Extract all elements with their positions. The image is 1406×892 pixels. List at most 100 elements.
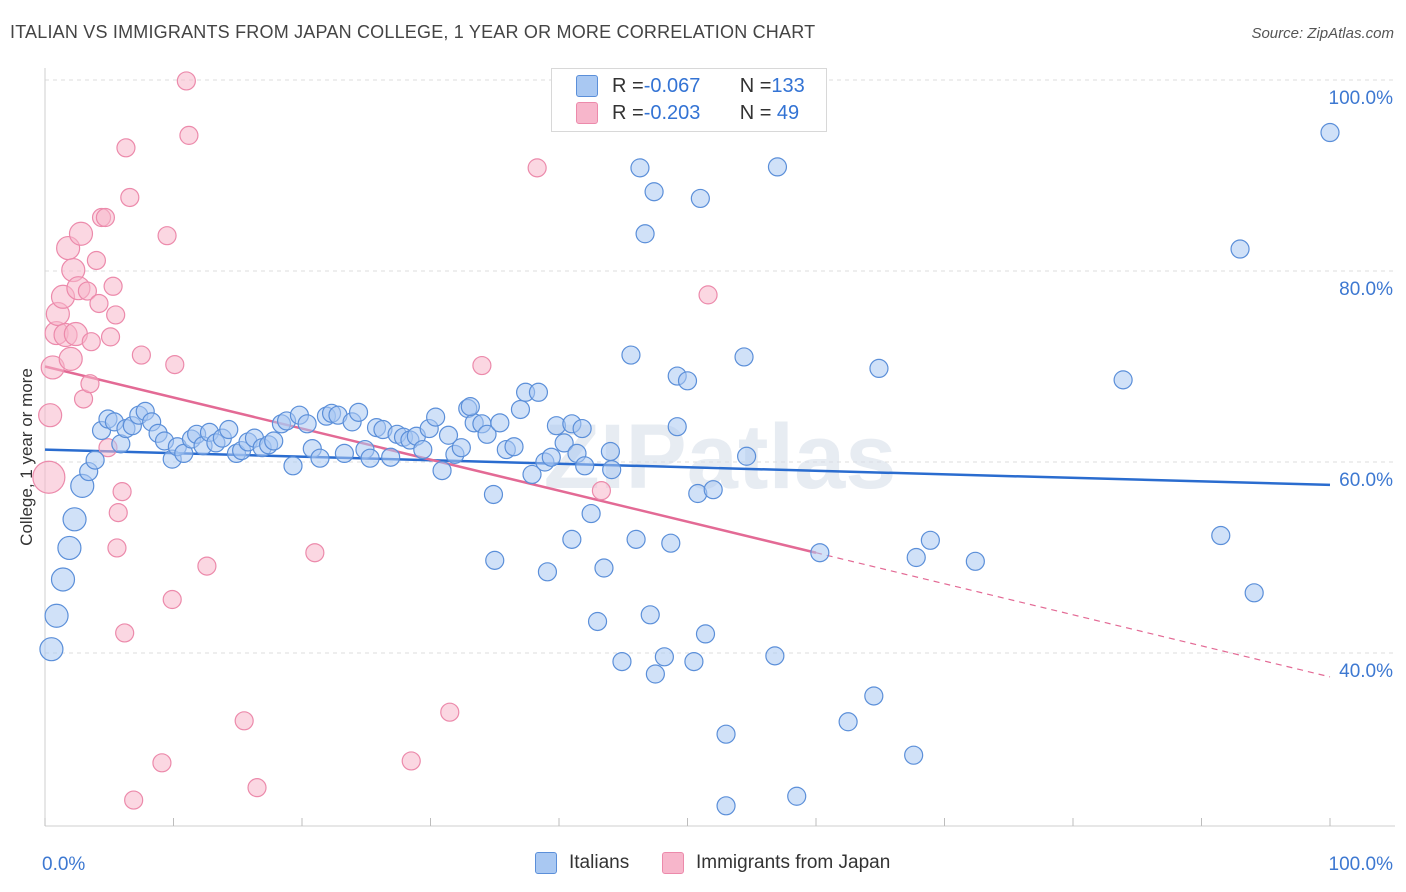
- chart-title: ITALIAN VS IMMIGRANTS FROM JAPAN COLLEGE…: [10, 22, 816, 42]
- point-italians: [787, 786, 807, 806]
- point-italians: [1230, 239, 1250, 259]
- point-italians: [334, 443, 355, 464]
- point-italians: [869, 358, 889, 379]
- source-label: Source: ZipAtlas.com: [1251, 25, 1394, 42]
- y-tick-label: 40.0%: [1339, 661, 1393, 682]
- point-italians: [297, 414, 317, 434]
- point-japan: [116, 138, 136, 158]
- legend-item-italians[interactable]: Italians: [535, 852, 629, 874]
- y-tick-label: 80.0%: [1339, 279, 1393, 300]
- point-japan: [77, 281, 98, 301]
- point-italians: [50, 567, 76, 592]
- x-tick-label: 100.0%: [1329, 854, 1394, 875]
- point-italians: [510, 399, 531, 420]
- point-japan: [234, 711, 254, 731]
- point-italians: [504, 437, 524, 457]
- point-japan: [440, 702, 460, 722]
- legend-swatch-italians: [576, 75, 598, 97]
- point-japan: [157, 226, 177, 246]
- point-japan: [152, 753, 172, 773]
- legend-label-italians: Italians: [569, 852, 630, 873]
- point-italians: [360, 448, 380, 468]
- point-italians: [667, 417, 687, 437]
- r-value: -0.067: [643, 74, 701, 97]
- point-italians: [635, 224, 655, 244]
- point-italians: [695, 624, 716, 644]
- point-italians: [537, 562, 558, 582]
- point-italians: [438, 425, 459, 445]
- point-italians: [85, 450, 105, 470]
- point-italians: [661, 533, 681, 553]
- point-japan: [120, 187, 140, 208]
- point-italians: [477, 424, 497, 444]
- point-japan: [591, 481, 612, 501]
- point-italians: [348, 402, 369, 422]
- n-value: 133: [771, 74, 805, 97]
- r-label: R =: [612, 74, 644, 97]
- point-japan: [80, 374, 100, 394]
- point-italians: [283, 456, 303, 476]
- point-italians: [965, 551, 985, 571]
- point-japan: [81, 332, 101, 352]
- point-italians: [1244, 583, 1264, 603]
- point-japan: [162, 589, 182, 610]
- legend-label-japan: Immigrants from Japan: [696, 852, 891, 873]
- point-japan: [112, 482, 132, 502]
- point-italians: [838, 712, 858, 732]
- point-japan: [472, 355, 492, 376]
- point-italians: [734, 347, 754, 367]
- point-japan: [107, 538, 127, 558]
- point-japan: [86, 250, 107, 271]
- trend-line-japan-extension: [815, 552, 1331, 678]
- point-italians: [62, 507, 87, 532]
- point-italians: [920, 530, 940, 550]
- point-italians: [426, 407, 446, 427]
- point-italians: [630, 158, 650, 178]
- point-japan: [165, 354, 185, 375]
- point-italians: [906, 547, 926, 568]
- point-italians: [765, 646, 785, 666]
- point-japan: [179, 125, 199, 145]
- point-italians: [490, 413, 510, 433]
- point-japan: [106, 305, 126, 325]
- point-italians: [432, 460, 452, 481]
- point-italians: [581, 503, 601, 524]
- point-italians: [767, 157, 788, 177]
- point-japan: [401, 751, 421, 771]
- point-italians: [654, 647, 674, 667]
- point-italians: [640, 605, 660, 625]
- r-label: R =: [612, 101, 644, 124]
- correlation-legend: R = -0.067 N = 133 R = -0.203 N = 49: [551, 68, 827, 132]
- point-italians: [264, 431, 284, 451]
- legend-row-italians: R = -0.067 N = 133: [576, 73, 805, 99]
- point-japan: [95, 207, 115, 228]
- legend-swatch-japan: [662, 852, 684, 874]
- point-italians: [485, 550, 505, 570]
- series-japan-points: [32, 71, 718, 810]
- point-italians: [219, 419, 239, 440]
- point-italians: [612, 651, 632, 672]
- point-japan: [305, 543, 325, 563]
- point-italians: [644, 182, 664, 202]
- point-italians: [684, 651, 704, 672]
- legend-item-japan[interactable]: Immigrants from Japan: [662, 852, 890, 874]
- point-italians: [602, 460, 622, 480]
- point-italians: [737, 446, 757, 466]
- n-value: 49: [771, 101, 800, 124]
- point-italians: [572, 418, 592, 439]
- point-italians: [460, 397, 480, 417]
- point-italians: [690, 188, 710, 209]
- legend-swatch-italians: [535, 852, 557, 874]
- point-japan: [89, 293, 109, 314]
- point-japan: [698, 285, 718, 305]
- point-italians: [575, 456, 595, 476]
- point-japan: [176, 71, 196, 91]
- point-italians: [703, 480, 723, 500]
- point-italians: [562, 529, 582, 549]
- point-italians: [594, 558, 614, 578]
- tick-labels: 40.0% 60.0% 80.0% 100.0% 0.0% 100.0%: [42, 88, 1393, 875]
- point-japan: [527, 158, 547, 178]
- point-italians: [57, 535, 82, 561]
- gridlines: [45, 79, 1395, 654]
